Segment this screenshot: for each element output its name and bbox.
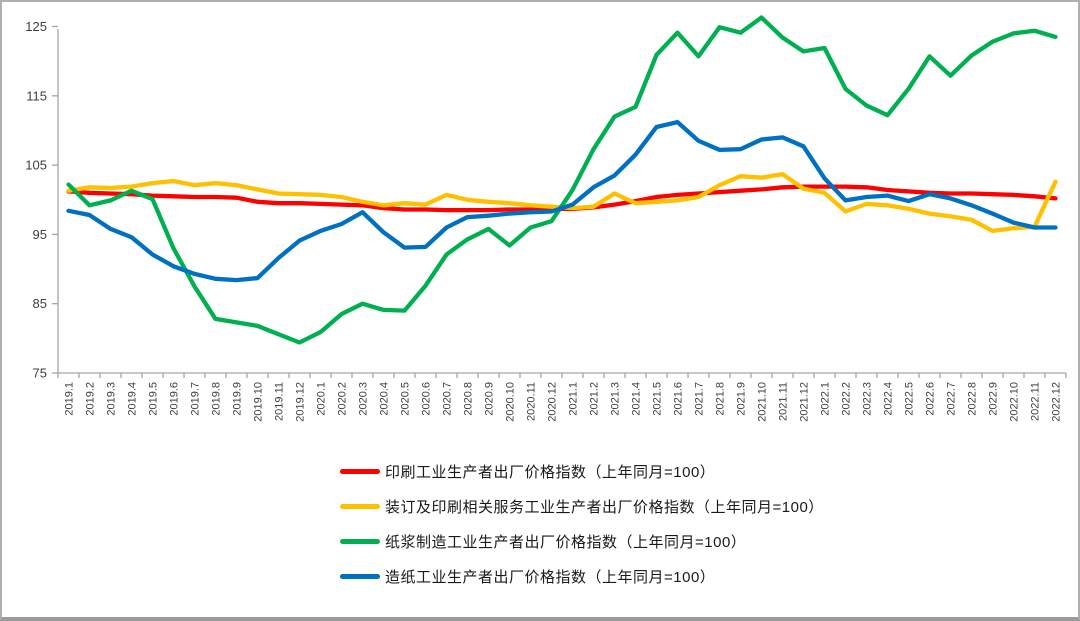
x-tick-label: 2019.5 <box>148 382 160 416</box>
x-tick-label: 2022.6 <box>925 382 937 416</box>
y-tick-label: 95 <box>33 227 47 242</box>
x-tick-label: 2021.10 <box>757 382 769 422</box>
x-tick-label: 2022.7 <box>946 382 958 416</box>
x-tick-label: 2022.12 <box>1051 382 1063 422</box>
x-tick-label: 2019.10 <box>253 382 265 422</box>
legend-line-swatch <box>340 469 380 474</box>
x-tick-label: 2022.3 <box>862 382 874 416</box>
x-tick-label: 2021.6 <box>673 382 685 416</box>
x-tick-label: 2022.10 <box>1009 382 1021 422</box>
x-tick-label: 2020.5 <box>400 382 412 416</box>
x-tick-label: 2022.5 <box>904 382 916 416</box>
x-tick-label: 2021.8 <box>715 382 727 416</box>
x-tick-label: 2020.6 <box>421 382 433 416</box>
x-tick-label: 2019.1 <box>64 382 76 416</box>
x-tick-label: 2020.3 <box>358 382 370 416</box>
x-tick-label: 2020.8 <box>463 382 475 416</box>
x-tick-label: 2019.7 <box>190 382 202 416</box>
legend-label: 装订及印刷相关服务工业生产者出厂价格指数（上年同月=100） <box>385 499 824 516</box>
x-tick-label: 2019.4 <box>127 382 139 416</box>
x-tick-label: 2021.9 <box>736 382 748 416</box>
x-tick-label: 2020.4 <box>379 382 391 416</box>
x-tick-label: 2020.12 <box>547 382 559 422</box>
x-tick-label: 2021.5 <box>652 382 664 416</box>
series-line-3 <box>66 119 1058 283</box>
x-tick-label: 2022.9 <box>988 382 1000 416</box>
x-tick-label: 2020.2 <box>337 382 349 416</box>
legend-item-2: 纸浆制造工业生产者出厂价格指数（上年同月=100） <box>340 524 824 559</box>
x-tick-label: 2020.9 <box>484 382 496 416</box>
legend-item-0: 印刷工业生产者出厂价格指数（上年同月=100） <box>340 454 824 489</box>
legend-item-1: 装订及印刷相关服务工业生产者出厂价格指数（上年同月=100） <box>340 489 824 524</box>
x-tick-label: 2021.11 <box>778 382 790 421</box>
x-tick-label: 2021.7 <box>694 382 706 416</box>
x-tick-label: 2021.2 <box>589 382 601 416</box>
axes <box>52 25 1067 378</box>
x-tick-label: 2020.11 <box>526 382 538 421</box>
x-tick-label: 2019.8 <box>211 382 223 416</box>
y-tick-label: 75 <box>33 366 47 381</box>
x-tick-label: 2019.9 <box>232 382 244 416</box>
y-axis-labels: 75 85 95 105 115 125 <box>25 19 47 381</box>
x-tick-label: 2020.7 <box>442 382 454 416</box>
legend-item-3: 造纸工业生产者出厂价格指数（上年同月=100） <box>340 559 824 594</box>
y-tick-label: 85 <box>33 296 47 311</box>
legend-line-swatch <box>340 539 380 544</box>
x-tick-label: 2021.1 <box>568 382 580 416</box>
x-tick-label: 2022.8 <box>967 382 979 416</box>
x-tick-label: 2019.11 <box>274 382 286 421</box>
legend-label: 印刷工业生产者出厂价格指数（上年同月=100） <box>385 464 716 481</box>
y-tick-label: 105 <box>25 158 47 173</box>
x-tick-label: 2021.3 <box>610 382 622 416</box>
y-tick-label: 125 <box>25 19 47 34</box>
x-tick-label: 2020.10 <box>505 382 517 422</box>
x-tick-label: 2019.6 <box>169 382 181 416</box>
x-tick-label: 2019.12 <box>295 382 307 422</box>
x-tick-label: 2019.3 <box>106 382 118 416</box>
x-tick-label: 2021.12 <box>799 382 811 422</box>
x-tick-label: 2022.1 <box>820 382 832 416</box>
y-tick-label: 115 <box>26 88 47 103</box>
legend-label: 纸浆制造工业生产者出厂价格指数（上年同月=100） <box>385 534 747 551</box>
legend-label: 造纸工业生产者出厂价格指数（上年同月=100） <box>385 569 716 586</box>
x-tick-label: 2022.4 <box>883 382 895 416</box>
x-tick-label: 2021.4 <box>631 382 643 416</box>
legend-line-swatch <box>340 504 380 509</box>
x-tick-label: 2019.2 <box>85 382 97 416</box>
x-axis-labels: 2019.1 2019.2 2019.3 2019.4 2019.5 2019.6 2019… <box>64 382 1063 422</box>
chart-legend: 印刷工业生产者出厂价格指数（上年同月=100） 装订及印刷相关服务工业生产者出厂价… <box>340 454 824 594</box>
legend-line-swatch <box>340 574 380 579</box>
series-line-2 <box>66 15 1058 345</box>
x-tick-label: 2022.2 <box>841 382 853 416</box>
x-tick-label: 2022.11 <box>1030 382 1042 421</box>
x-tick-label: 2020.1 <box>316 382 328 416</box>
